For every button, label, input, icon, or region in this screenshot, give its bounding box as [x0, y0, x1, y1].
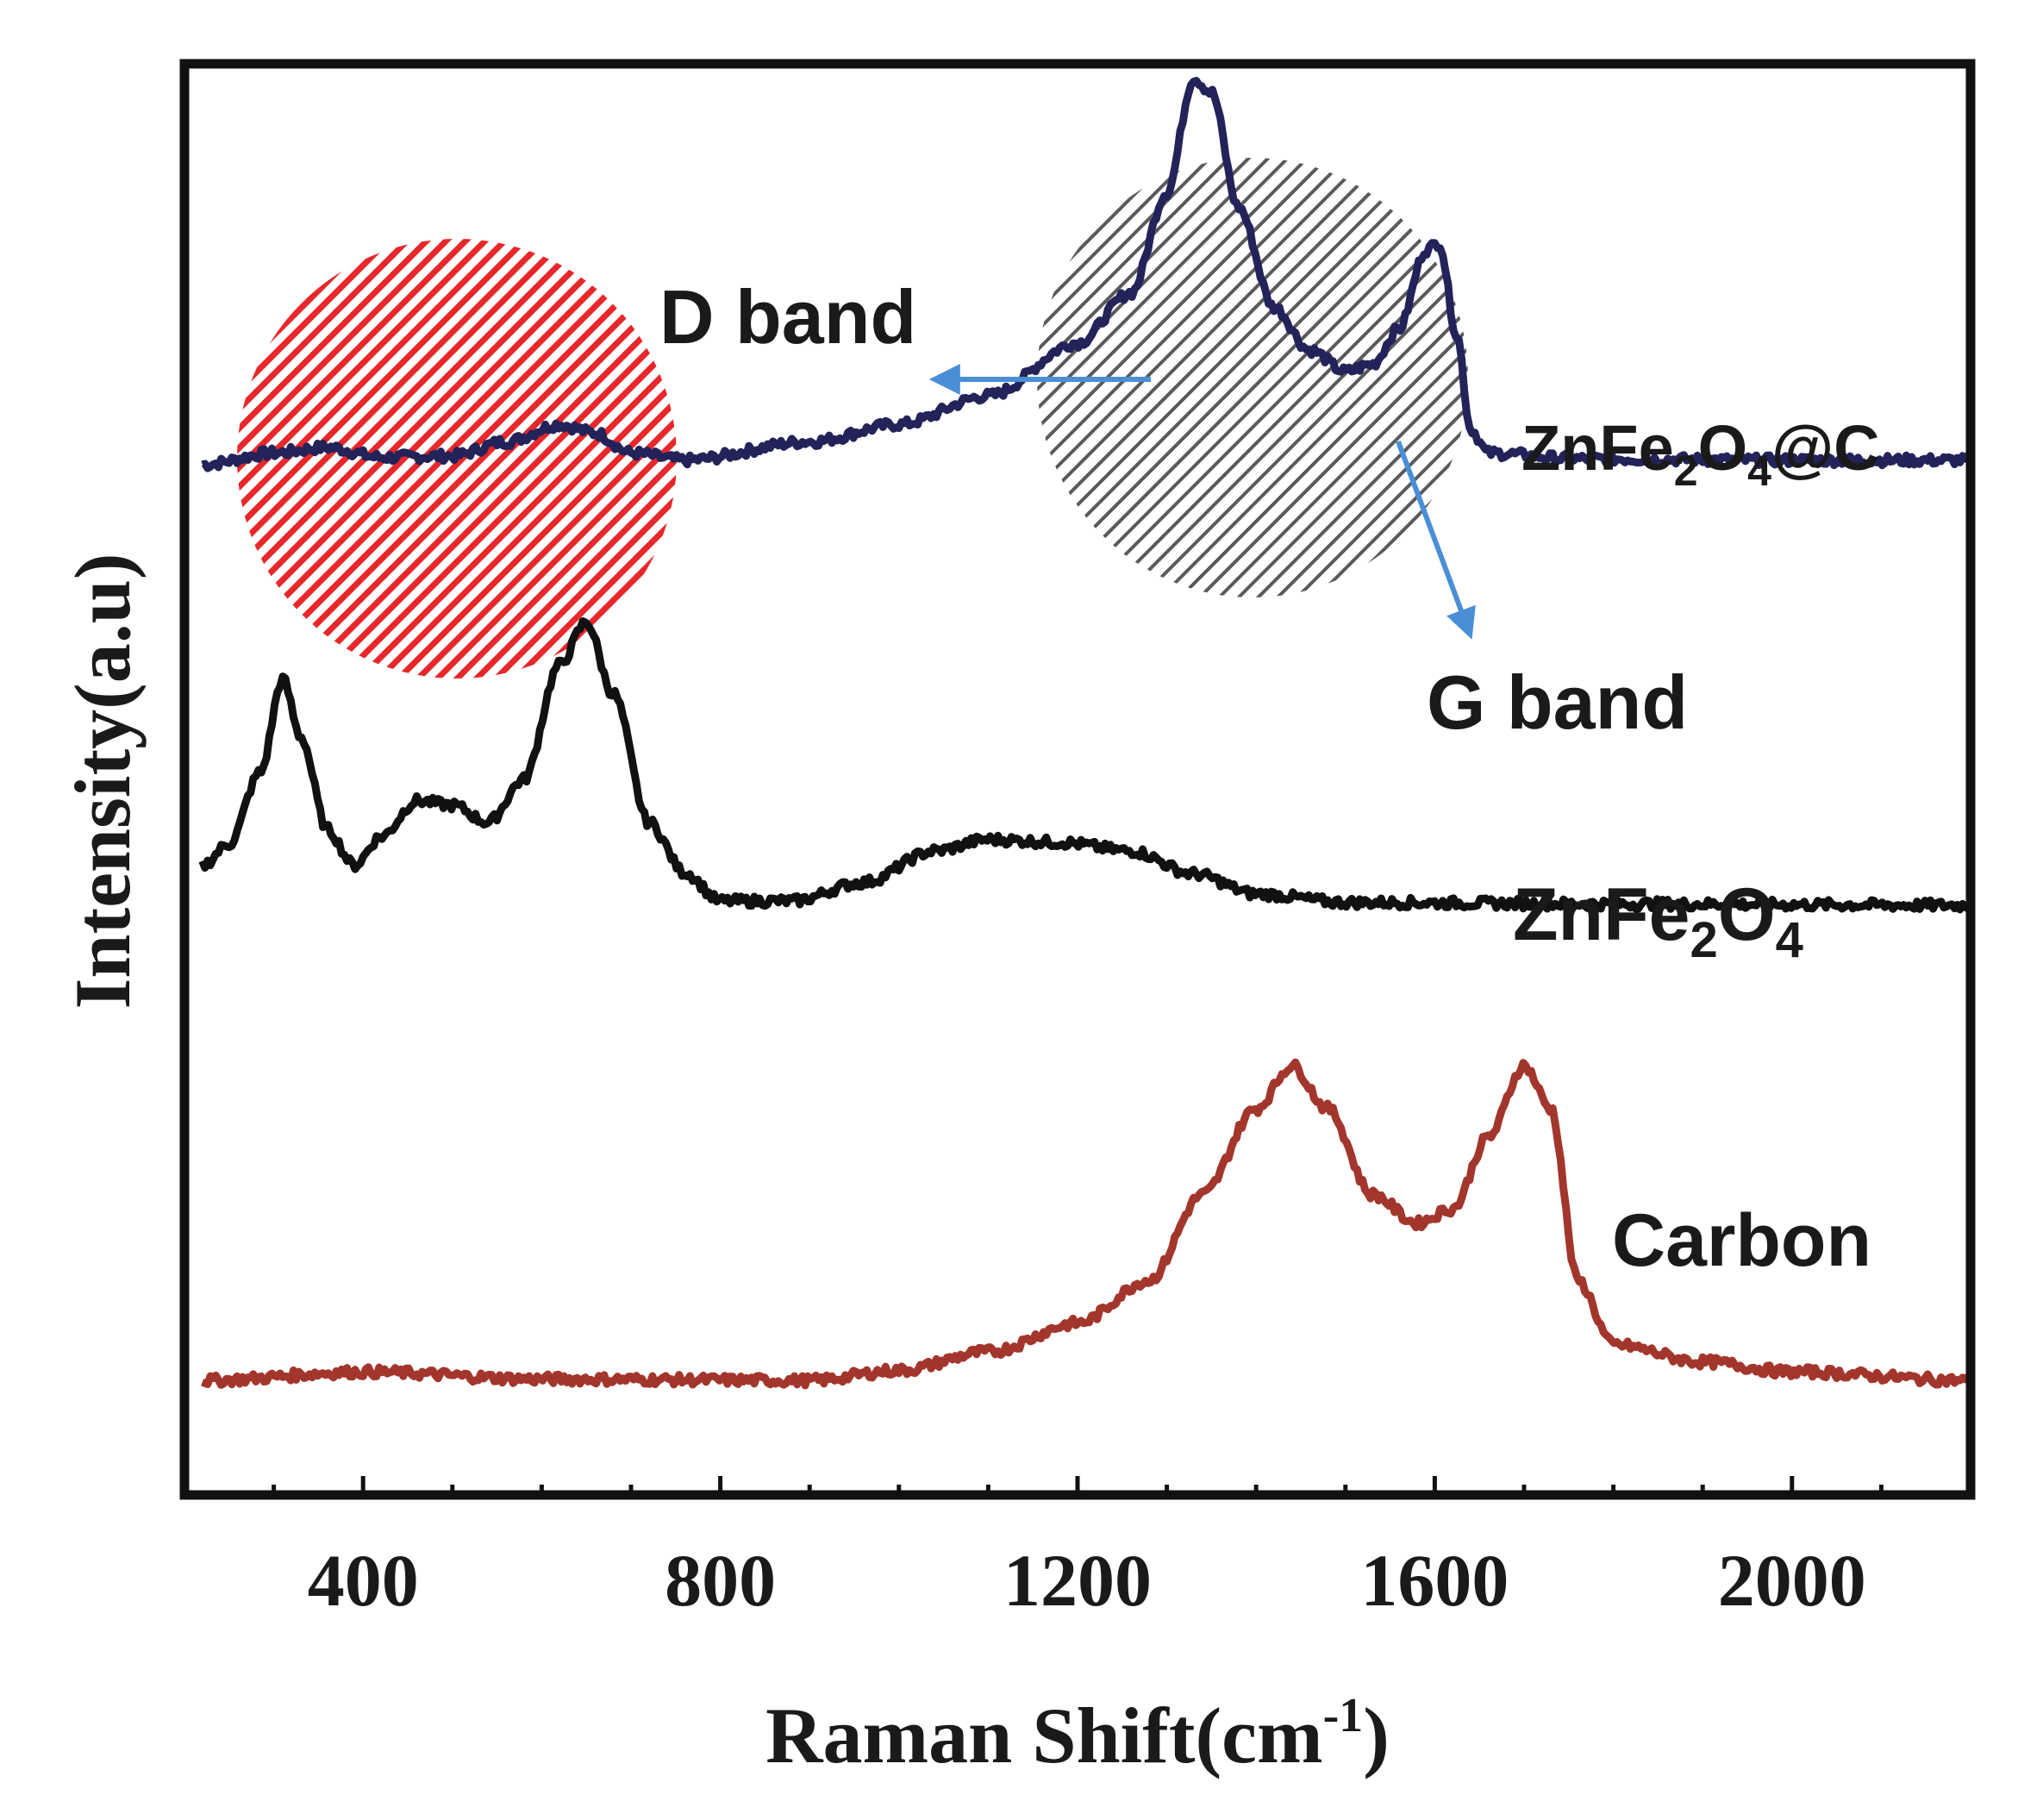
- series-line-carbon: [201, 1058, 1975, 1390]
- y-axis-title: Intensity(a.u): [59, 553, 147, 1009]
- series-line-znfe2o4-c: [201, 77, 1974, 472]
- tick-layer: 400 800 1200 1600 2000: [272, 1476, 1884, 1622]
- series-layer: [198, 77, 1975, 1390]
- x-tick-label: 800: [665, 1539, 776, 1622]
- g-band-label: G band: [1427, 660, 1688, 745]
- series-label-znfe2o4: ZnFe2O4: [1513, 873, 1803, 968]
- g-band-arrow: [1396, 440, 1476, 640]
- d-band-label: D band: [659, 274, 916, 360]
- series-label-carbon: Carbon: [1612, 1199, 1871, 1282]
- x-tick-label: 1600: [1360, 1539, 1509, 1622]
- series-label-znfe2o4-c: ZnFe2O4@C: [1521, 412, 1880, 495]
- x-axis-title: Raman Shift(cm-1): [765, 1689, 1390, 1779]
- x-tick-label: 400: [308, 1539, 419, 1622]
- series-line-znfe2o4: [198, 617, 1972, 914]
- x-tick-label: 1200: [1003, 1539, 1152, 1622]
- x-tick-label: 2000: [1718, 1539, 1866, 1622]
